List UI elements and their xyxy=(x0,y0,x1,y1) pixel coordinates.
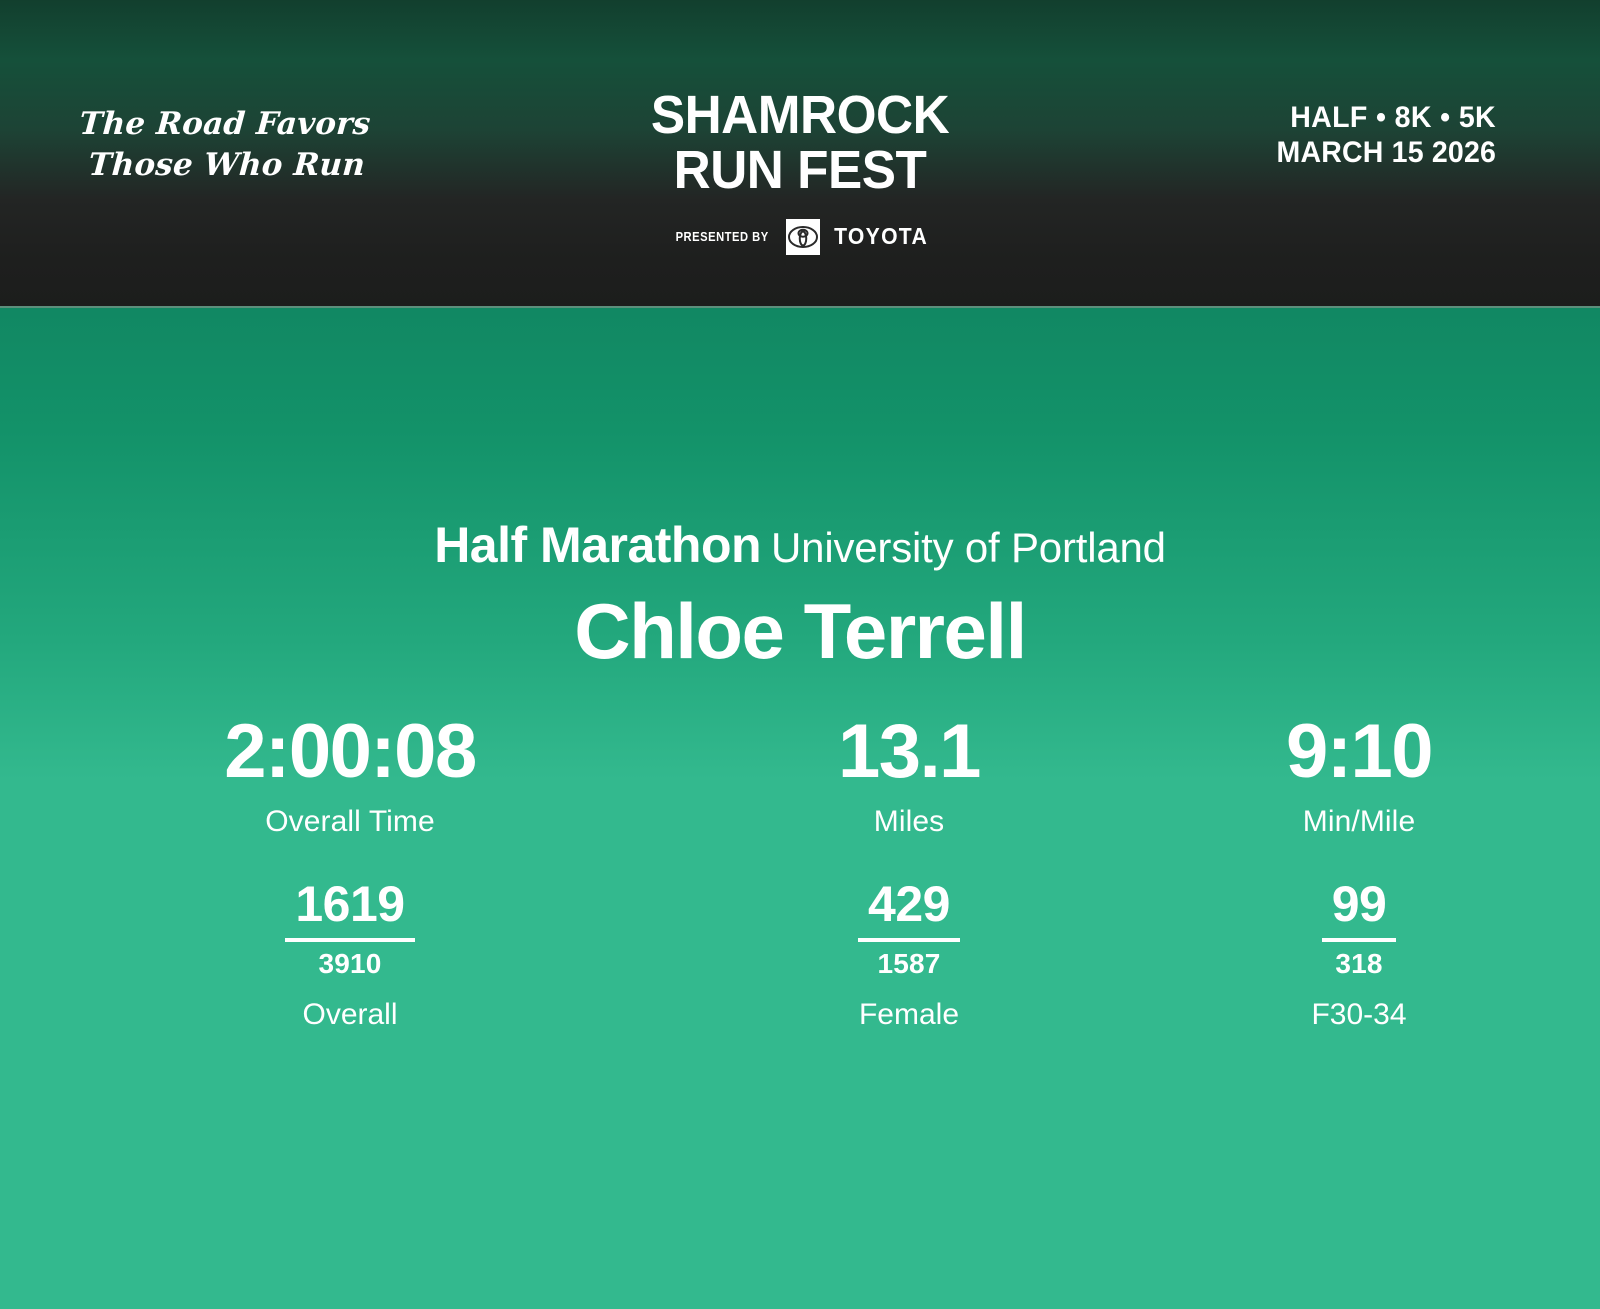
rank-place: 429 xyxy=(868,876,950,932)
stat-label: Overall Time xyxy=(265,805,435,838)
stat-miles: 13.1 Miles xyxy=(700,714,1118,837)
primary-stats-row: 2:00:08 Overall Time 13.1 Miles 9:10 Min… xyxy=(0,714,1600,837)
rank-fraction: 429 1587 xyxy=(858,879,960,978)
rank-divider-rule xyxy=(858,938,960,942)
rank-divider-rule xyxy=(285,938,415,942)
presented-by-label: PRESENTED BY xyxy=(675,229,769,245)
stat-value: 13.1 xyxy=(838,709,981,794)
race-name: Half Marathon xyxy=(434,517,762,573)
brand-name: SHAMROCK RUN FEST xyxy=(40,88,1560,201)
race-venue: University of Portland xyxy=(771,524,1166,571)
event-meta: HALF • 8K • 5K MARCH 15 2026 xyxy=(1265,100,1496,171)
sponsor-name: TOYOTA xyxy=(834,223,929,250)
rank-label: Overall xyxy=(302,998,398,1031)
rank-total: 318 xyxy=(1335,948,1383,979)
rank-place: 99 xyxy=(1331,876,1387,932)
rank-division: 99 318 F30-34 xyxy=(1118,879,1600,1030)
stat-label: Miles xyxy=(873,805,945,838)
event-header: The Road Favors Those Who Run SHAMROCK R… xyxy=(0,0,1600,308)
stat-value: 9:10 xyxy=(1285,709,1434,794)
runner-name: Chloe Terrell xyxy=(574,587,1027,675)
rank-fraction: 1619 3910 xyxy=(285,876,415,979)
rank-label: F30-34 xyxy=(1311,998,1407,1031)
brand-line-2: RUN FEST xyxy=(673,140,927,201)
event-distances: HALF • 8K • 5K xyxy=(1290,101,1496,134)
stat-value: 2:00:08 xyxy=(224,709,477,794)
rankings-row: 1619 3910 Overall 429 1587 Female 99 xyxy=(0,879,1600,1030)
rank-divider-rule xyxy=(1321,938,1397,942)
toyota-emblem-icon xyxy=(786,218,821,255)
rank-total: 1587 xyxy=(877,948,941,979)
result-panel: Half Marathon University of Portland Chlo… xyxy=(0,308,1600,1030)
brand-lockup: SHAMROCK RUN FEST PRESENTED BY TOYOTA xyxy=(0,88,1600,255)
sponsor-lockup: PRESENTED BY TOYOTA xyxy=(0,218,1600,255)
stat-overall-time: 2:00:08 Overall Time xyxy=(0,714,700,837)
rank-overall: 1619 3910 Overall xyxy=(0,879,700,1030)
rank-total: 3910 xyxy=(318,948,382,979)
event-date: MARCH 15 2026 xyxy=(1276,136,1496,170)
race-heading: Half Marathon University of Portland xyxy=(0,520,1600,570)
rank-place: 1619 xyxy=(295,876,405,932)
brand-line-1: SHAMROCK xyxy=(650,85,950,145)
stat-label: Min/Mile xyxy=(1302,805,1416,838)
rank-gender: 429 1587 Female xyxy=(700,879,1118,1030)
rank-fraction: 99 318 xyxy=(1321,876,1397,979)
rank-label: Female xyxy=(858,998,960,1031)
stat-pace: 9:10 Min/Mile xyxy=(1118,714,1600,837)
